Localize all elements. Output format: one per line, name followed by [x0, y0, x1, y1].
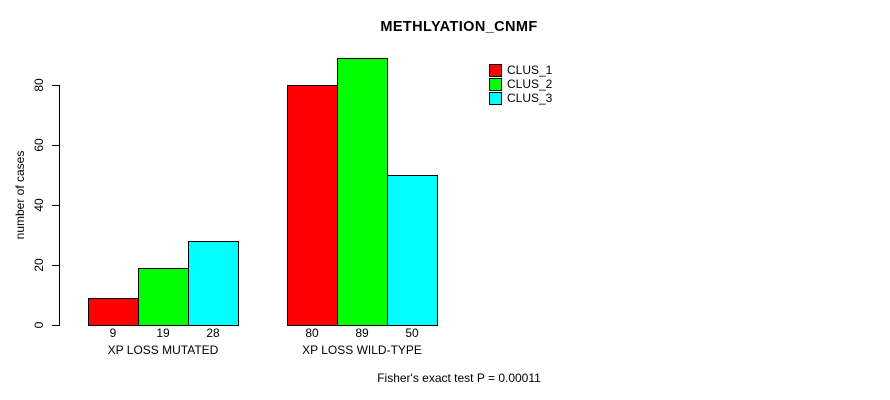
bar-value-label: 28 [206, 326, 220, 340]
bar-value-label: 9 [109, 326, 117, 340]
legend-row-clus-3: CLUS_3 [489, 92, 552, 105]
y-axis-tick-label: 20 [32, 258, 46, 272]
legend-swatch-clus-2 [489, 78, 502, 91]
y-axis-tick [52, 325, 59, 326]
bar-value-label: 50 [405, 326, 419, 340]
legend-label-clus-3: CLUS_3 [507, 91, 553, 105]
y-axis-tick [52, 85, 59, 86]
legend-swatch-clus-3 [489, 92, 502, 105]
y-axis-tick [52, 205, 59, 206]
y-axis-tick [52, 145, 59, 146]
bar-value-label: 89 [355, 326, 369, 340]
legend-row-clus-1: CLUS_1 [489, 64, 552, 77]
chart-title: METHLYATION_CNMF [380, 19, 538, 35]
category-label-xp-loss-wild-type: XP LOSS WILD-TYPE [302, 343, 422, 357]
bar-value-label: 80 [305, 326, 319, 340]
legend: CLUS_1 CLUS_2 CLUS_3 [489, 64, 552, 106]
bar-clus-2-xp-loss-wild-type [337, 58, 388, 326]
legend-swatch-clus-1 [489, 64, 502, 77]
bar-clus-1-xp-loss-mutated [88, 298, 139, 326]
bar-value-label: 19 [156, 326, 170, 340]
legend-row-clus-2: CLUS_2 [489, 78, 552, 91]
bar-clus-3-xp-loss-mutated [188, 241, 239, 326]
legend-label-clus-1: CLUS_1 [507, 63, 553, 77]
stat-annotation: Fisher's exact test P = 0.00011 [377, 371, 541, 385]
y-axis-tick-label: 0 [32, 321, 46, 329]
bar-clus-1-xp-loss-wild-type [287, 85, 338, 326]
y-axis-tick-label: 60 [32, 138, 46, 152]
category-label-xp-loss-mutated: XP LOSS MUTATED [107, 343, 219, 357]
y-axis-line [59, 85, 60, 326]
bar-clus-2-xp-loss-mutated [138, 268, 189, 326]
bar-clus-3-xp-loss-wild-type [387, 175, 438, 326]
y-axis-tick-label: 80 [32, 78, 46, 92]
y-axis-tick [52, 265, 59, 266]
y-axis-tick-label: 40 [32, 198, 46, 212]
legend-label-clus-2: CLUS_2 [507, 77, 553, 91]
